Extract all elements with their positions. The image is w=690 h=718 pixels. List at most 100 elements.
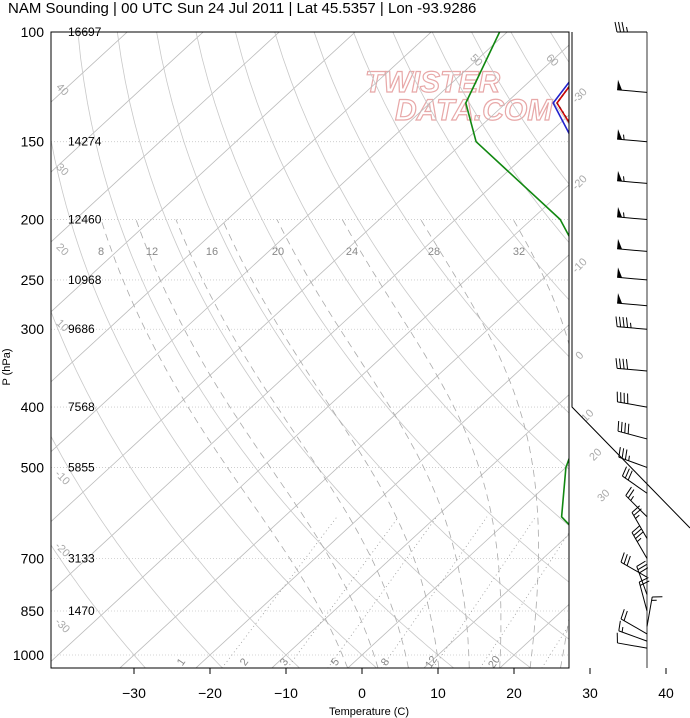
barb-shaft xyxy=(625,495,648,518)
barb-flag xyxy=(617,129,623,140)
pressure-tick-label: 250 xyxy=(21,272,45,288)
barb-full xyxy=(636,560,646,567)
barb-shaft xyxy=(617,430,648,440)
isotherm xyxy=(51,32,52,33)
moist-adiabat xyxy=(100,219,349,668)
barb-shaft xyxy=(617,367,648,372)
pressure-tick-label: 700 xyxy=(21,550,45,566)
mixing-ratio-label: 28 xyxy=(428,246,440,258)
isotherm xyxy=(51,184,569,662)
height-label: 10968 xyxy=(68,273,102,287)
barb-shaft xyxy=(620,561,648,578)
mixing-ratio-line xyxy=(286,516,399,668)
dry-adiabat xyxy=(274,32,569,470)
barb-half xyxy=(623,176,625,182)
wind-barb xyxy=(617,293,648,307)
barb-full xyxy=(623,554,628,565)
barb-full xyxy=(618,21,621,33)
barb-full xyxy=(618,447,621,458)
height-label: 1470 xyxy=(68,604,95,618)
adiabat-edge-label: -30 xyxy=(52,616,72,636)
wind-barb xyxy=(615,316,648,330)
barb-full xyxy=(615,316,618,327)
barb-full xyxy=(615,358,618,369)
dry-adiabat xyxy=(156,32,569,640)
dry-adiabats xyxy=(51,32,569,668)
mixing-ratio-label: 32 xyxy=(513,246,525,258)
x-axis-title: Temperature (C) xyxy=(329,706,409,718)
mixing-ratio-line xyxy=(432,516,536,668)
mixing-ratio-label: 3 xyxy=(278,656,291,668)
dry-adiabat xyxy=(51,137,378,668)
dry-adiabat xyxy=(235,32,569,527)
dry-adiabat xyxy=(549,32,569,63)
barb-shaft xyxy=(617,401,648,408)
barb-full xyxy=(618,358,622,369)
pressure-tick-label: 200 xyxy=(21,212,45,228)
mixing-ratio-label: 12 xyxy=(423,654,440,671)
isotherm xyxy=(51,44,569,523)
x-tick-label: −20 xyxy=(198,685,222,701)
isotherm xyxy=(51,32,280,243)
mixing-ratio-label: 1 xyxy=(175,656,188,668)
isotherm xyxy=(51,114,569,593)
dry-adiabat xyxy=(353,32,569,358)
wind-barb xyxy=(625,486,648,518)
moist-adiabat xyxy=(591,220,639,669)
mixing-ratio-line xyxy=(380,516,488,668)
dry-adiabat xyxy=(195,32,569,583)
isotherm xyxy=(51,32,204,173)
moist-adiabat xyxy=(621,220,690,669)
barb-shaft xyxy=(617,216,648,221)
isotherm xyxy=(652,18,690,668)
dry-adiabat xyxy=(313,32,569,414)
barb-full xyxy=(639,577,649,583)
wind-barb xyxy=(620,609,648,635)
mixing-ratio-line xyxy=(221,516,338,668)
barb-full xyxy=(633,528,642,536)
barb-half xyxy=(630,322,632,328)
x-tick-label: 30 xyxy=(582,685,598,701)
wind-barb xyxy=(631,505,648,539)
barb-half xyxy=(635,514,640,519)
barb-full xyxy=(622,358,625,370)
plot-frame xyxy=(50,31,570,669)
barb-full xyxy=(635,531,644,539)
pressure-tick-label: 1000 xyxy=(13,647,44,663)
height-label: 12460 xyxy=(68,213,102,227)
isotherm-edge-label: -20 xyxy=(570,173,590,193)
dry-adiabat xyxy=(77,32,455,668)
pressure-tick-label: 850 xyxy=(21,603,45,619)
dry-adiabat xyxy=(51,310,300,668)
barb-full xyxy=(631,505,640,513)
wind-barb xyxy=(617,79,648,93)
barb-shaft xyxy=(617,302,648,307)
x-tick-label: −30 xyxy=(122,685,146,701)
isotherm xyxy=(119,254,569,668)
watermark-line1: TWISTER xyxy=(365,66,500,99)
mixing-ratio-line xyxy=(327,516,437,668)
height-label: 3133 xyxy=(68,551,95,565)
wind-barb xyxy=(616,632,648,649)
barb-shaft xyxy=(638,581,648,612)
wind-barb xyxy=(646,596,663,627)
mixing-ratio-line xyxy=(541,624,569,668)
wind-barb-panel xyxy=(571,21,690,668)
barb-full xyxy=(639,580,650,586)
wind-barb xyxy=(621,466,648,494)
series-line-temperature xyxy=(556,85,569,124)
wind-barb xyxy=(617,129,648,143)
wind-barb xyxy=(614,21,647,33)
moist-adiabat xyxy=(420,219,539,668)
moist-adiabat xyxy=(341,219,502,668)
mixing-ratio-label: 12 xyxy=(146,246,158,258)
barb-shaft xyxy=(617,138,648,143)
moist-adiabats xyxy=(100,219,690,669)
adiabat-edge-label: 40 xyxy=(54,81,71,98)
barb-shaft xyxy=(617,642,648,649)
barb-shaft xyxy=(617,248,648,252)
barb-full xyxy=(621,448,625,459)
barb-shaft xyxy=(631,512,648,539)
sounding-traces xyxy=(464,32,569,526)
wind-barb xyxy=(631,525,648,559)
